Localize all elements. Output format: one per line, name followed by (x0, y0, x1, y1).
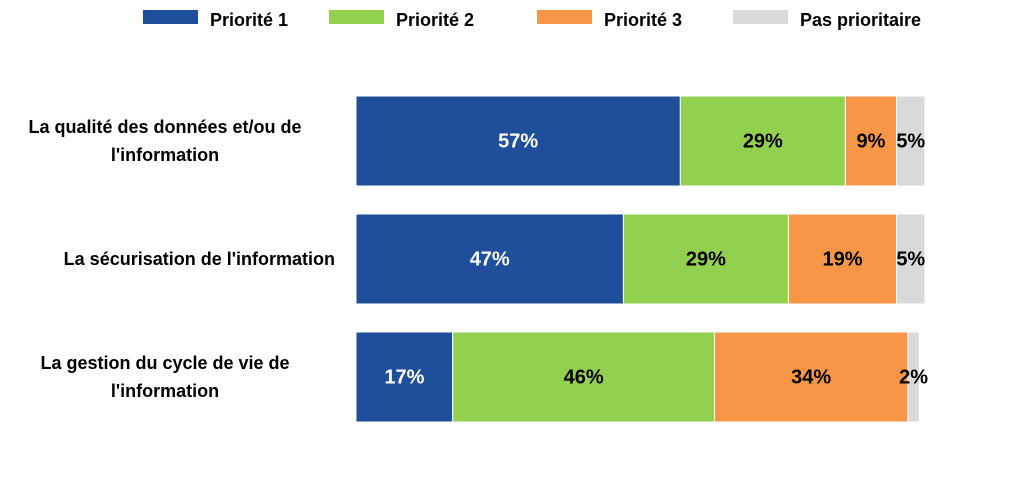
bar-segment (844, 95, 898, 187)
bar-segment (355, 95, 681, 187)
bar-segment (896, 213, 926, 305)
data-label: 29% (686, 248, 726, 270)
category-label: La gestion du cycle de vie de l'informat… (40, 353, 290, 401)
data-label: 34% (791, 366, 831, 388)
bar-segment (679, 95, 846, 187)
bar-segment (907, 331, 920, 423)
category-label-box: La qualité des données et/ou de l'inform… (0, 113, 335, 169)
data-label: 9% (856, 130, 885, 152)
data-label: 46% (564, 366, 604, 388)
legend-label: Priorité 2 (396, 10, 474, 30)
data-label: 5% (896, 130, 925, 152)
legend-swatch (733, 10, 788, 24)
bar-segment (355, 331, 454, 423)
legend-label: Priorité 1 (210, 10, 288, 30)
legend-label: Priorité 3 (604, 10, 682, 30)
bar-segment (622, 213, 789, 305)
data-label: 57% (498, 130, 538, 152)
bar-segment (355, 213, 624, 305)
data-label: 2% (899, 366, 928, 388)
legend-swatch (143, 10, 198, 24)
category-label: La qualité des données et/ou de l'inform… (28, 117, 302, 165)
legend-swatch (537, 10, 592, 24)
data-label: 29% (743, 130, 783, 152)
data-label: 5% (896, 248, 925, 270)
legend-label: Pas prioritaire (800, 10, 921, 30)
data-label: 47% (470, 248, 510, 270)
bar-segment (896, 95, 926, 187)
legend-swatch (329, 10, 384, 24)
category-label: La sécurisation de l'information (63, 249, 335, 269)
data-label: 17% (384, 366, 424, 388)
category-label-box: La gestion du cycle de vie de l'informat… (0, 349, 335, 405)
bar-segment (787, 213, 898, 305)
bar-segment (452, 331, 715, 423)
data-label: 19% (822, 248, 862, 270)
category-label-box: La sécurisation de l'information (0, 245, 335, 273)
